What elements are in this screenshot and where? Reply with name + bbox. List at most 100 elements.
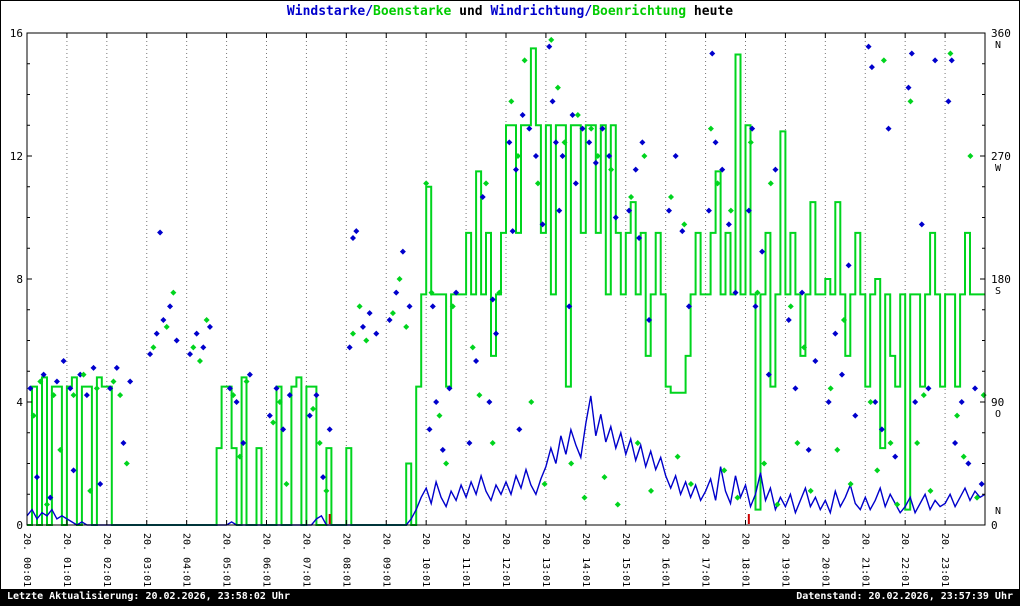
data-point	[880, 57, 887, 64]
data-point	[632, 166, 639, 173]
data-point	[476, 392, 483, 399]
x-tick-label: 20. 05:01	[221, 533, 232, 587]
data-point	[77, 371, 84, 378]
data-point	[428, 289, 435, 296]
data-point	[236, 453, 243, 460]
data-point	[539, 221, 546, 228]
data-point	[283, 481, 290, 487]
data-point	[70, 467, 77, 474]
series-boenstaerke-line	[27, 47, 985, 526]
data-point	[592, 159, 599, 166]
data-point	[794, 440, 801, 446]
series-windrichtung-points	[27, 43, 985, 501]
data-point	[687, 481, 694, 487]
data-point	[606, 153, 613, 159]
data-point	[974, 494, 981, 501]
data-point	[483, 180, 490, 187]
data-point	[396, 276, 403, 282]
data-point	[614, 501, 621, 508]
data-point	[874, 467, 881, 474]
data-point	[270, 419, 277, 426]
data-point	[273, 385, 280, 392]
data-point	[167, 303, 174, 310]
x-tick-label: 20. 01:01	[61, 533, 72, 587]
data-point	[958, 399, 965, 405]
data-point	[834, 446, 841, 453]
data-point	[674, 453, 681, 460]
y-right-tick-label: 90	[991, 396, 1004, 409]
data-point	[153, 330, 160, 337]
data-point	[349, 330, 356, 337]
data-point	[43, 501, 50, 508]
data-point	[785, 317, 792, 323]
plot-grid	[66, 33, 946, 525]
data-point	[667, 194, 674, 200]
x-tick-label: 20. 17:01	[700, 533, 711, 587]
data-point	[761, 460, 768, 467]
y-left-tick-label: 4	[16, 396, 23, 409]
data-point	[170, 289, 177, 296]
data-point	[714, 180, 721, 187]
data-point	[157, 229, 164, 236]
data-point	[920, 392, 927, 399]
data-point	[506, 139, 513, 146]
last-update-text: Letzte Aktualisierung: 20.02.2026, 23:58…	[7, 591, 290, 602]
data-point	[546, 43, 553, 50]
data-point	[489, 440, 496, 446]
data-point	[514, 153, 521, 159]
data-point	[33, 474, 40, 481]
data-point	[40, 371, 47, 378]
data-point	[117, 392, 124, 399]
title-seg-und: und	[451, 4, 491, 19]
data-point	[87, 487, 94, 494]
data-point	[366, 310, 373, 317]
data-point	[473, 358, 480, 364]
data-point	[774, 501, 781, 508]
x-tick-label: 20. 23:01	[939, 533, 950, 587]
compass-label: N	[995, 40, 1001, 51]
data-point	[554, 84, 561, 91]
data-point	[423, 180, 430, 187]
data-point	[965, 460, 972, 467]
data-point	[60, 358, 67, 364]
data-point	[878, 426, 885, 433]
data-point	[436, 412, 443, 419]
data-point	[908, 50, 915, 57]
data-point	[123, 460, 130, 467]
data-point	[672, 153, 679, 159]
x-tick-label: 20. 07:01	[300, 533, 311, 587]
data-point	[83, 392, 90, 399]
data-point	[812, 358, 819, 364]
data-point	[439, 446, 446, 453]
x-axis-labels: 20. 00:01 20. 01:01 20. 02:01 20. 03:01 20. …	[21, 533, 950, 587]
data-point	[626, 207, 633, 214]
data-point	[147, 351, 154, 358]
data-point	[868, 64, 875, 71]
data-point	[872, 399, 879, 405]
x-tick-label: 20. 03:01	[141, 533, 152, 587]
data-point	[230, 392, 237, 399]
y-right-tick-label: 360	[991, 27, 1011, 40]
data-point	[765, 371, 772, 378]
data-point	[193, 330, 200, 337]
data-point	[612, 214, 619, 221]
data-point	[827, 385, 834, 392]
data-point	[628, 194, 635, 200]
data-point	[705, 207, 712, 214]
data-point	[579, 125, 586, 132]
data-point	[945, 98, 952, 105]
data-point	[972, 385, 979, 392]
data-point	[163, 323, 170, 330]
data-point	[980, 392, 987, 399]
title-seg-boenstaerke: Boenstarke	[373, 4, 452, 19]
y-left-tick-label: 16	[10, 27, 23, 40]
data-point	[389, 310, 396, 317]
data-point	[572, 180, 579, 187]
data-point	[967, 153, 974, 159]
data-point	[767, 180, 774, 187]
data-point	[320, 474, 327, 481]
data-point	[925, 385, 932, 392]
data-point	[852, 412, 859, 419]
x-tick-label: 20. 16:01	[660, 533, 671, 587]
data-point	[594, 153, 601, 159]
